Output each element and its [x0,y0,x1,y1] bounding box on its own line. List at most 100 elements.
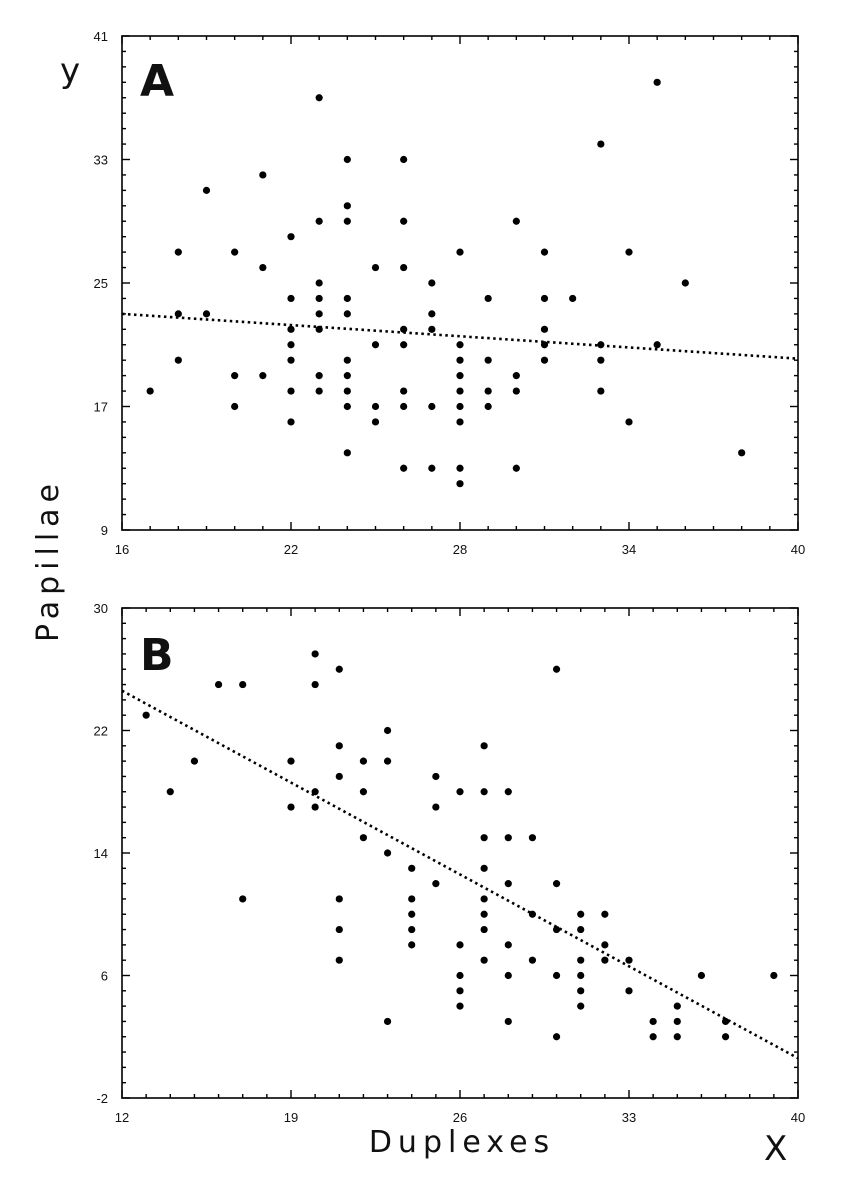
panel-a-data-point [174,356,182,364]
panel-a-data-point [343,155,351,164]
panel-b-data-point [504,834,512,842]
panel-a-data-point [400,325,408,333]
panel-b-data-point [456,971,464,980]
panel-b-data-point [359,834,368,842]
panel-b-data-point [480,788,488,796]
panel-b-data-point [480,834,488,842]
panel-a-data-point [512,387,520,395]
panel-b-data-point [673,1017,681,1026]
panel-b-data-point [552,880,561,888]
panel-a-data-point [540,356,549,364]
panel-a-data-point [653,78,661,86]
panel-a-y-tick-label: 41 [94,29,108,44]
panel-b-data-point [528,834,537,842]
panel-a-data-point [428,279,436,287]
panel-a-label: A [140,56,174,107]
panel-b-data-point [601,910,609,918]
panel-a-data-point [315,279,323,287]
panel-b-trendline [121,689,799,1060]
panel-b-data-point [335,742,343,750]
panel-a-data-point [456,356,464,364]
panel-b-y-tick-label: 14 [94,846,108,861]
panel-b-data-point [239,680,247,689]
panel-b-data-point [601,956,609,964]
panel-b-data-point [577,925,585,934]
panel-b-frame [121,607,799,1099]
panel-a-data-point [287,341,295,349]
panel-a-chart: 16 22 28 34 40 41 33 25 17 9 A [94,29,806,557]
panel-a-data-point [287,233,295,241]
panel-a-data-point [625,248,633,256]
panel-a-data-point [428,402,436,411]
panel-b-data-point [697,971,706,980]
panel-b-data-point [456,941,464,949]
panel-a-x-tick-label: 22 [284,542,298,557]
panel-b-chart: 12 19 26 33 40 30 22 14 6 -2 B [94,601,806,1125]
panel-b-data-point [577,971,585,980]
panel-a-data-point [456,480,464,488]
panel-a-data-point [456,418,464,426]
panel-b-data-point [335,925,343,934]
panel-b-data-point [480,864,488,872]
panel-a-data-point [400,387,408,395]
panel-b-data-point [359,788,368,796]
panel-b-data-point [721,1017,730,1026]
panel-a-data-point [625,418,633,426]
panel-a-data-point [456,464,464,472]
panel-b-data-point [504,941,512,949]
panel-b-data-point [552,971,561,980]
panel-a-data-point [540,248,549,256]
panel-a-data-point [315,94,323,102]
panel-b-data-point [528,910,537,918]
panel-b-data-point [770,971,778,980]
panel-b-data-point [432,880,440,888]
panel-a-data-point [315,310,323,318]
panel-a-data-point [287,325,295,333]
panel-b-data-point [408,925,416,934]
panel-b-data-point [649,1033,657,1041]
panel-a-data-point [428,464,436,472]
panel-b-data-point [335,895,343,903]
panel-b-data-point [480,956,488,964]
panel-b-data-point [335,772,343,781]
panel-b-x-tick-label: 26 [453,1110,467,1125]
panel-a-data-point [738,449,746,457]
panel-a-data-point [484,356,492,364]
panel-b-data-point [311,788,319,796]
panel-b-y-tick-label: 22 [94,724,108,739]
panel-a-frame [121,35,799,531]
panel-a-data-point [540,325,549,333]
panel-b-data-point [577,1002,585,1010]
panel-a-data-point [400,464,408,472]
panel-b-data-point [552,665,561,673]
panel-b-data-point [383,726,392,735]
panel-b-data-point [673,1033,681,1041]
panel-a-data-point [400,217,408,225]
panel-a-data-point [202,310,211,318]
panel-b-data-point [577,910,585,918]
panel-a-data-point [400,341,408,349]
panel-a-data-point [456,402,464,411]
panel-b-x-tick-label: 40 [791,1110,805,1125]
panel-a-data-point [146,387,154,395]
panel-a-data-point [259,263,267,272]
panel-a-data-point [287,294,295,303]
panel-a-data-point [231,372,239,380]
panel-b-data-point [142,711,150,719]
panel-a-x-tick-label: 28 [453,542,467,557]
panel-a-data-point [371,402,380,411]
panel-b-label: B [140,630,174,681]
x-corner-label: X [764,1129,787,1169]
panel-b-y-tick-label: -2 [96,1091,108,1106]
panel-a-data-point [400,402,408,411]
panel-a-data-point [512,464,520,472]
panel-b-data-point [408,895,416,903]
panel-a-data-point [597,356,605,364]
panel-a-data-point [400,155,408,164]
panel-b-data-point [383,1017,392,1026]
panel-b-data-point [456,1002,464,1010]
panel-a-data-point [202,186,211,194]
panel-b-data-point [432,803,440,811]
panel-b-data-point [456,788,464,796]
